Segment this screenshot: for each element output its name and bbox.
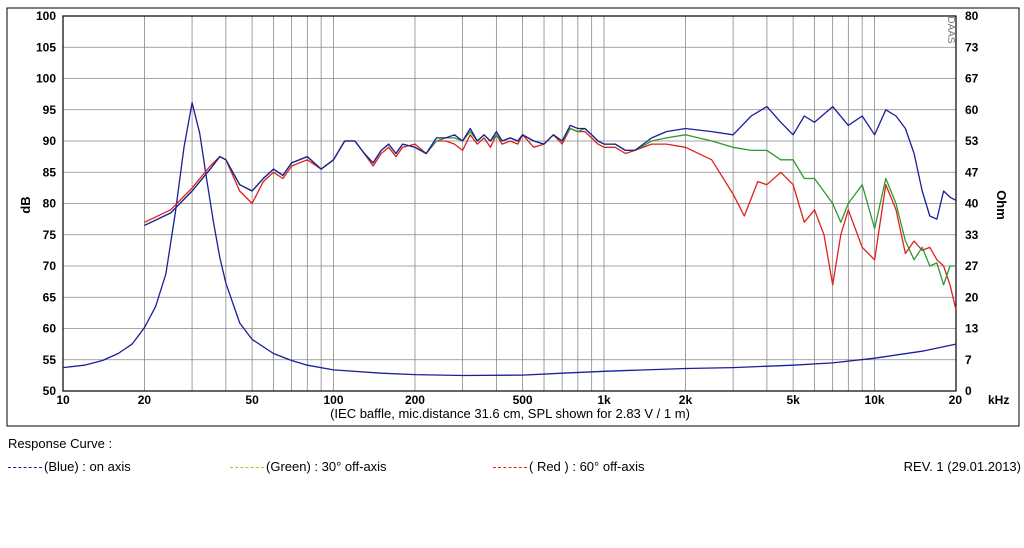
y-tick-label: 50 — [43, 384, 57, 398]
y2-axis-label: Ohm — [994, 190, 1009, 220]
legend-label-red: ( Red ) : 60° off-axis — [529, 459, 645, 474]
y-tick-label: 70 — [43, 259, 57, 273]
x-tick-label: 2k — [679, 393, 693, 407]
legend-label-blue: (Blue) : on axis — [44, 459, 131, 474]
x-tick-label: 500 — [513, 393, 533, 407]
watermark-text: DAAS — [945, 16, 956, 44]
x-tick-label: 5k — [786, 393, 800, 407]
legend-item-red: ( Red ) : 60° off-axis — [493, 459, 645, 474]
y2-tick-label: 60 — [965, 103, 979, 117]
legend-title: Response Curve : — [8, 436, 113, 451]
y2-tick-label: 47 — [965, 165, 979, 179]
y2-tick-label: 33 — [965, 228, 979, 242]
revision-label: REV. 1 (29.01.2013) — [903, 459, 1021, 474]
series-line-impedance — [62, 102, 957, 377]
grid — [62, 15, 957, 392]
x-tick-label: 100 — [324, 393, 344, 407]
y2-tick-label: 53 — [965, 134, 979, 148]
legend-item-green: (Green) : 30° off-axis — [230, 459, 387, 474]
y2-tick-label: 0 — [965, 384, 972, 398]
legend-swatch-green — [230, 467, 264, 469]
series-layer — [62, 102, 957, 377]
chart-outer-frame — [6, 7, 1020, 427]
y-tick-label: 95 — [43, 103, 57, 117]
y-tick-label: 100 — [36, 9, 56, 23]
y-tick-label: 85 — [43, 165, 57, 179]
series-line-30deg — [144, 127, 956, 286]
y-tick-label: 100 — [36, 72, 56, 86]
legend-swatch-blue — [8, 467, 42, 469]
y2-axis-ticks: 0 7 13 20 27 33 40 47 53 60 67 73 80 — [965, 9, 979, 398]
y-axis-ticks: 50 55 60 65 70 75 80 85 90 95 100 105 100 — [36, 9, 56, 398]
y2-tick-label: 73 — [965, 40, 979, 54]
x-axis-label: (IEC baffle, mic.distance 31.6 cm, SPL s… — [330, 406, 690, 421]
y2-tick-label: 80 — [965, 9, 979, 23]
x-tick-label: 20 — [138, 393, 152, 407]
x-tick-label: 20 — [949, 393, 963, 407]
x-tick-label: 50 — [245, 393, 259, 407]
y-tick-label: 75 — [43, 228, 57, 242]
y-tick-label: 65 — [43, 290, 57, 304]
x-tick-label: 200 — [405, 393, 425, 407]
y-axis-label: dB — [18, 196, 33, 213]
x-axis-ticks: 10 20 50 100 200 500 1k 2k 5k 10k 20 — [56, 393, 962, 407]
series-line-60deg — [144, 127, 957, 310]
y-tick-label: 105 — [36, 40, 56, 54]
y-tick-label: 55 — [43, 353, 57, 367]
y2-tick-label: 27 — [965, 259, 979, 273]
legend-swatch-red — [493, 467, 527, 469]
y2-tick-label: 40 — [965, 197, 979, 211]
x-tick-label: 10k — [865, 393, 885, 407]
x-tick-label: 1k — [597, 393, 611, 407]
legend-item-blue: (Blue) : on axis — [8, 459, 131, 474]
y-tick-label: 60 — [43, 322, 57, 336]
y2-tick-label: 67 — [965, 72, 979, 86]
x-unit-label: kHz — [988, 393, 1009, 407]
x-tick-label: 10 — [56, 393, 70, 407]
y2-tick-label: 7 — [965, 353, 972, 367]
y-tick-label: 90 — [43, 134, 57, 148]
legend-label-green: (Green) : 30° off-axis — [266, 459, 387, 474]
y2-tick-label: 20 — [965, 290, 979, 304]
y2-tick-label: 13 — [965, 322, 979, 336]
series-line-on-axis — [144, 105, 957, 226]
y-tick-label: 80 — [43, 197, 57, 211]
plot-area-frame — [62, 15, 957, 392]
